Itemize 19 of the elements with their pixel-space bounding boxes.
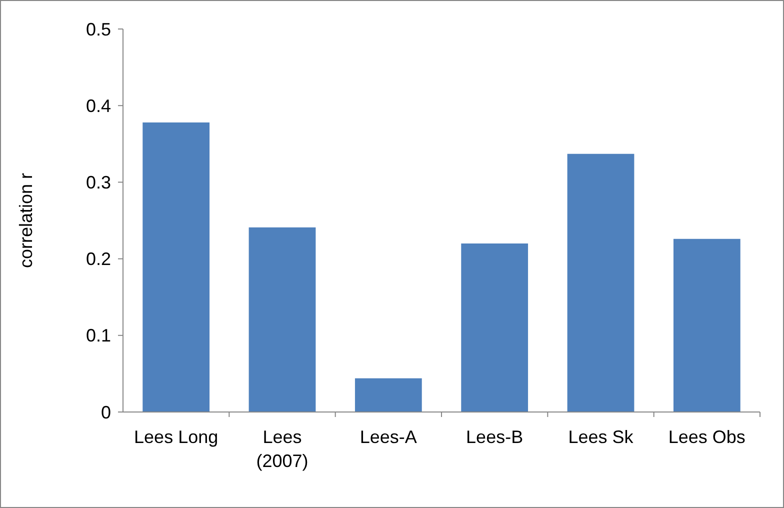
bar (567, 154, 634, 412)
y-tick-label: 0.2 (86, 249, 111, 270)
bar (248, 227, 316, 412)
x-tick-label: Lees-A (360, 427, 417, 447)
x-tick-label: Lees (2007) (256, 427, 308, 471)
y-tick-label: 0.1 (86, 326, 111, 346)
y-tick-label: 0.3 (86, 172, 111, 192)
x-tick-label: Lees Obs (668, 427, 746, 447)
y-tick-label: 0.5 (86, 19, 111, 40)
y-axis-title: correlation r (16, 172, 36, 268)
x-tick-label: Lees-B (466, 427, 524, 447)
x-tick-label: Lees Long (134, 427, 218, 447)
bar (461, 243, 528, 412)
x-tick-label: Lees Sk (568, 427, 634, 447)
bar (142, 122, 210, 412)
y-tick-label: 0.4 (86, 96, 111, 116)
y-tick-label: 0 (100, 402, 111, 422)
bar (673, 238, 740, 412)
bar (354, 378, 422, 412)
